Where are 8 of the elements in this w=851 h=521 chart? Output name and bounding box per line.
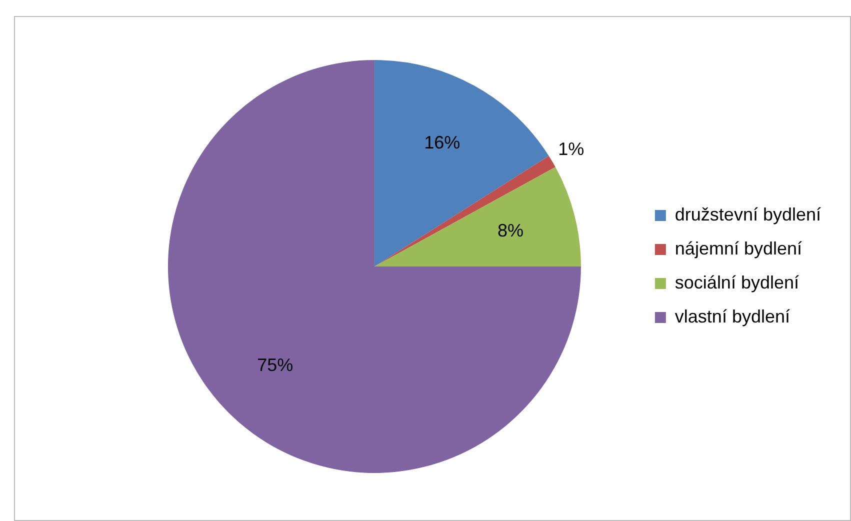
data-label: 8% xyxy=(497,220,524,241)
legend-label: družstevní bydlení xyxy=(674,204,822,224)
data-label: 1% xyxy=(558,139,584,160)
legend-label: nájemní bydlení xyxy=(674,238,802,258)
data-label: 16% xyxy=(424,132,460,152)
data-label: 75% xyxy=(257,354,294,375)
legend-label: sociální bydlení xyxy=(674,272,799,292)
legend-label: vlastní bydlení xyxy=(674,306,790,326)
